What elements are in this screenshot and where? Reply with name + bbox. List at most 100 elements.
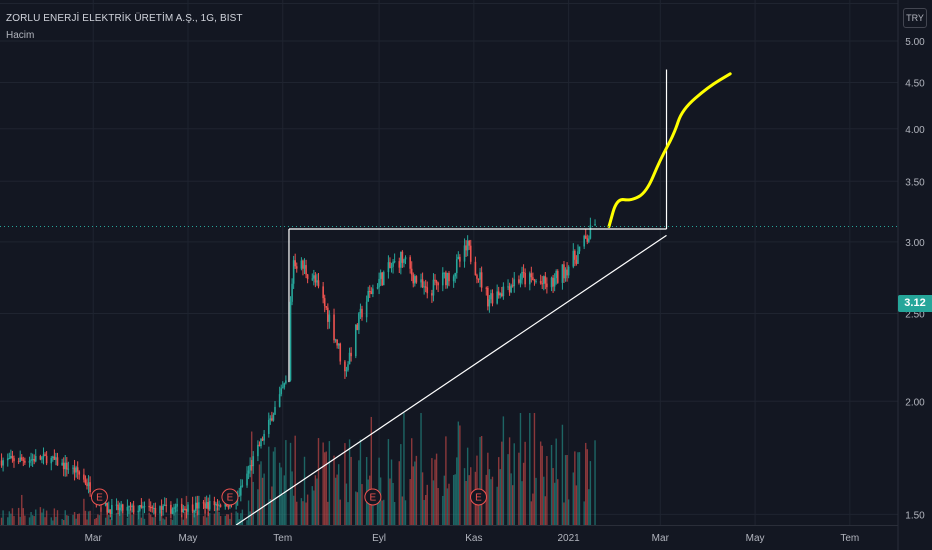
volume-bar <box>567 499 570 525</box>
trend-drawings[interactable] <box>0 69 898 526</box>
volume-bar <box>387 439 390 525</box>
candle-body <box>479 272 481 280</box>
candle-body <box>546 283 548 288</box>
candle-body <box>61 462 63 466</box>
volume-bar <box>17 507 20 525</box>
volume-bar <box>306 494 309 525</box>
candle-body <box>107 509 110 513</box>
volume-bar <box>95 517 98 525</box>
candle-body <box>499 293 502 296</box>
candle-body <box>522 271 525 273</box>
candle-body <box>194 502 197 512</box>
volume-bar <box>361 484 363 525</box>
currency-badge[interactable]: TRY <box>903 8 927 28</box>
candle-body <box>589 225 592 239</box>
volume-bar <box>372 492 374 525</box>
volume-bar <box>131 514 133 525</box>
volume-bar <box>370 416 373 525</box>
volume-bar <box>393 501 396 525</box>
candle-body <box>121 504 124 511</box>
volume-bar <box>305 502 307 525</box>
candle-body <box>260 438 262 447</box>
candle-body <box>389 262 391 268</box>
volume-bar <box>499 469 501 525</box>
candle-body <box>160 506 163 510</box>
candle-body <box>6 458 9 461</box>
x-tick-label: Tem <box>840 533 859 544</box>
volume-bar <box>381 500 383 525</box>
candle-body <box>174 506 177 508</box>
candle-body <box>490 293 492 300</box>
candle-body <box>367 290 370 302</box>
volume-bar <box>115 512 118 525</box>
candle-body <box>285 380 287 384</box>
volume-bar <box>2 510 4 525</box>
candle-body <box>247 470 250 474</box>
candle-body <box>291 283 293 302</box>
candle-body <box>198 502 200 509</box>
candle-body <box>424 286 427 288</box>
candle-body <box>314 275 317 283</box>
candle-body <box>185 508 188 512</box>
volume-legend-label[interactable]: Hacim <box>6 30 35 41</box>
candle-body <box>0 460 3 466</box>
volume-bar <box>53 508 56 525</box>
volume-bar <box>524 441 526 525</box>
volume-bar <box>546 456 548 525</box>
volume-bar <box>219 516 222 525</box>
volume-bar <box>392 482 394 525</box>
volume-bar <box>229 518 231 525</box>
symbol-title[interactable]: ZORLU ENERJİ ELEKTRİK ÜRETİM A.Ş., 1G, B… <box>6 13 243 24</box>
volume-bar <box>585 442 587 525</box>
candle-body <box>563 264 565 279</box>
volume-bar <box>479 437 481 525</box>
volume-bar <box>347 502 349 525</box>
candle-body <box>337 343 340 346</box>
volume-bar <box>7 517 9 525</box>
candle-body <box>117 504 119 511</box>
candle-body <box>588 238 590 242</box>
candle-body <box>184 508 186 510</box>
volume-bar <box>325 451 327 525</box>
candle-body <box>311 278 314 280</box>
candle-body <box>434 279 436 282</box>
y-tick-label: 5.00 <box>905 37 925 48</box>
volume-bar <box>140 517 143 525</box>
candle-body <box>56 457 59 466</box>
volume-bar <box>563 502 565 525</box>
volume-bar <box>202 516 205 525</box>
candle-body <box>443 272 446 274</box>
volume-bar <box>420 413 422 525</box>
candle-body <box>437 282 439 286</box>
volume-bar <box>249 511 251 525</box>
candle-body <box>544 276 547 284</box>
candle-body <box>511 285 514 287</box>
candle-body <box>13 458 15 462</box>
candle-body <box>303 265 306 269</box>
earnings-marker-label: E <box>227 493 234 504</box>
volume-bar <box>533 413 536 525</box>
volume-bar <box>237 512 239 525</box>
candle-body <box>382 272 385 286</box>
volume-bar <box>457 421 460 525</box>
volume-bar <box>296 501 298 525</box>
candle-body <box>524 272 526 285</box>
volume-bar <box>376 501 379 525</box>
volume-bar <box>173 510 175 525</box>
volume-bar <box>151 517 153 525</box>
candle-body <box>22 459 25 461</box>
volume-bar <box>561 424 564 525</box>
volume-bar <box>97 514 99 525</box>
volume-bar <box>218 511 220 525</box>
volume-bar <box>356 492 359 525</box>
volume-bar <box>575 485 578 525</box>
candle-body <box>480 272 483 288</box>
candle-body <box>594 224 596 226</box>
volume-bar <box>45 510 48 525</box>
volume-bar <box>535 477 537 525</box>
candle-body <box>317 280 320 287</box>
